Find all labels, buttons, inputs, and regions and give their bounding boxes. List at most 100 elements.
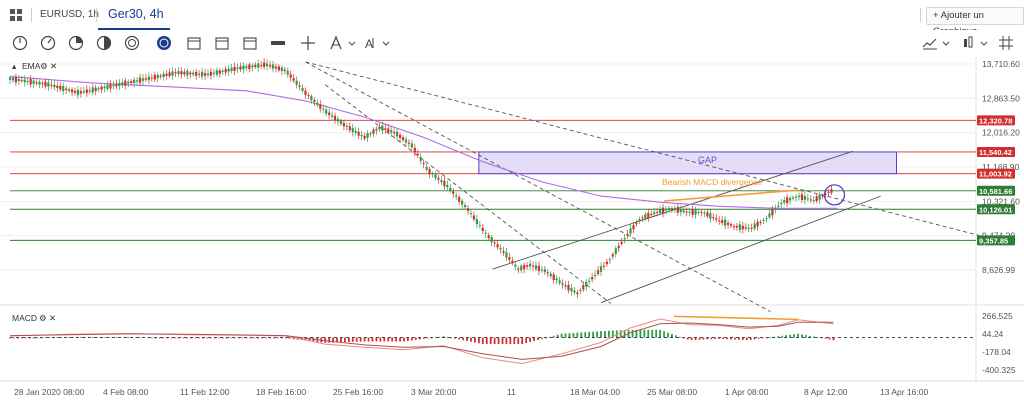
candle-body	[41, 83, 44, 85]
clock-5m-icon[interactable]	[40, 35, 56, 51]
candle-body	[369, 133, 372, 135]
candle-body	[127, 81, 130, 84]
candle-body	[650, 214, 653, 216]
candle-body	[363, 135, 366, 139]
macd-bar	[631, 329, 634, 338]
macd-bar	[56, 337, 59, 338]
macd-bar	[442, 336, 445, 338]
candle-body	[198, 73, 201, 75]
candle-body	[118, 83, 121, 86]
drawing-toolbar: A	[0, 30, 1024, 58]
candle-type-icon[interactable]	[270, 35, 286, 51]
candle-body	[582, 284, 585, 290]
chart-type-icon[interactable]	[960, 35, 976, 51]
gap-zone	[478, 151, 897, 175]
candle-body	[85, 89, 88, 93]
candle-body	[396, 131, 399, 137]
indicator-icon[interactable]	[922, 35, 938, 51]
level-tag-label: 11,003.92	[979, 170, 1012, 179]
candle-body	[446, 184, 449, 188]
candle-body	[635, 222, 638, 225]
y-tick-label: 12,863.50	[982, 93, 1020, 103]
clock-1h-icon[interactable]	[124, 35, 140, 51]
candle-body	[543, 269, 546, 273]
clock-4h-icon[interactable]	[156, 35, 172, 51]
candle-body	[676, 206, 679, 213]
chevron-down-icon[interactable]	[344, 35, 360, 51]
macd-bar	[72, 336, 74, 338]
chevron-down-icon[interactable]	[976, 35, 992, 51]
candle-body	[307, 95, 310, 97]
macd-bar	[32, 337, 35, 339]
macd-bar	[198, 337, 201, 339]
macd-bar	[678, 336, 681, 338]
ema-indicator-label[interactable]: EMA	[22, 61, 41, 71]
candle-body	[780, 202, 783, 204]
macd-bar	[399, 337, 401, 342]
macd-bar	[379, 337, 382, 342]
macd-bar	[804, 335, 807, 338]
candle-body	[106, 84, 109, 90]
candle-body	[153, 74, 156, 80]
candle-body	[759, 222, 762, 224]
x-tick-label: 18 Feb 16:00	[256, 387, 306, 397]
layout-grid-icon[interactable]	[10, 9, 22, 21]
text-tool-icon[interactable]: A	[362, 35, 378, 51]
candle-body	[322, 108, 325, 110]
candle-body	[271, 64, 275, 69]
settings-icon[interactable]: ⚙ ✕	[40, 61, 57, 71]
candle-body	[56, 85, 59, 88]
clock-1m-icon[interactable]	[12, 35, 28, 51]
candle-body	[511, 260, 514, 264]
candle-body	[783, 200, 786, 203]
candle-body	[212, 72, 215, 74]
candle-body	[682, 210, 685, 213]
candle-body	[192, 72, 195, 75]
collapse-icon[interactable]: ▴	[12, 61, 17, 71]
candle-body	[70, 89, 74, 93]
candle-body	[147, 76, 150, 81]
candle-body	[726, 222, 730, 225]
macd-bar	[474, 337, 476, 343]
candle-body	[32, 80, 35, 84]
candle-body	[73, 90, 77, 93]
candle-body	[499, 248, 502, 250]
candle-body	[605, 261, 609, 265]
tab-ger30[interactable]: Ger30, 4h	[108, 7, 164, 21]
calendar-week-icon[interactable]	[214, 35, 230, 51]
level-tag-label: 10,581.66	[979, 187, 1012, 196]
add-chart-button[interactable]: + Ajouter un Graphique	[926, 7, 1024, 37]
clock-15m-icon[interactable]	[68, 35, 84, 51]
calendar-day-icon[interactable]	[186, 35, 202, 51]
grid-toggle-icon[interactable]	[998, 35, 1014, 51]
candle-body	[517, 268, 520, 270]
macd-bar	[619, 330, 622, 338]
chevron-down-icon[interactable]	[378, 35, 394, 51]
y-tick-label: 10,321.60	[982, 196, 1020, 206]
clock-30m-icon[interactable]	[96, 35, 112, 51]
level-tag	[977, 235, 1015, 246]
level-tag-label: 11,540.42	[979, 148, 1012, 157]
candle-body	[298, 85, 301, 87]
trendline	[600, 195, 881, 304]
crosshair-icon[interactable]	[300, 35, 316, 51]
calendar-month-icon[interactable]	[242, 35, 258, 51]
candle-body	[195, 71, 198, 76]
macd-bar	[446, 337, 449, 338]
candle-body	[641, 217, 644, 219]
macd-bar	[477, 337, 480, 344]
tab-eurusd[interactable]: EURUSD, 1h	[40, 9, 99, 20]
macd-indicator-label[interactable]: MACD	[12, 313, 37, 323]
candle-body	[561, 283, 564, 285]
macd-bar	[162, 337, 165, 339]
chevron-down-icon[interactable]	[938, 35, 954, 51]
price-chart[interactable]: GAP Bearish MACD divergence 13,710.60 12,…	[0, 57, 1024, 403]
macd-bar	[690, 337, 693, 341]
candle-body	[528, 263, 532, 267]
candle-body	[14, 76, 18, 83]
candle-body	[401, 137, 405, 140]
macd-bar	[206, 337, 208, 339]
trend-tool-icon[interactable]	[328, 35, 344, 51]
candle-body	[292, 78, 295, 81]
settings-icon[interactable]: ⚙ ✕	[39, 313, 56, 323]
